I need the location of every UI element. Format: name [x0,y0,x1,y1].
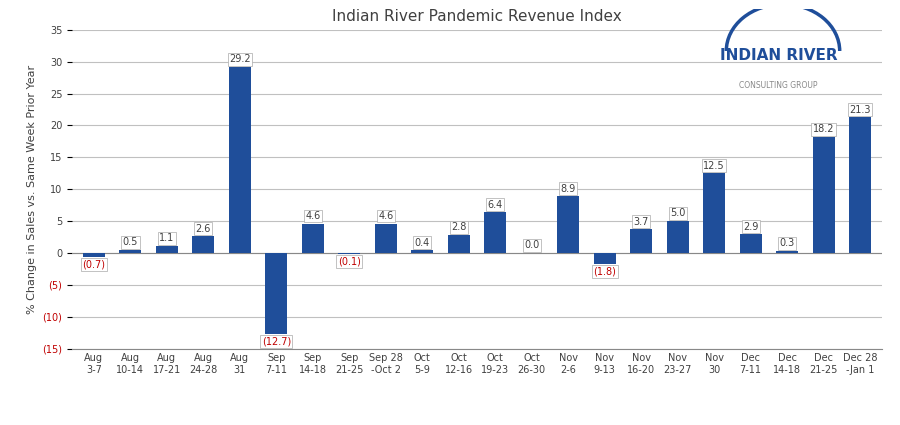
Bar [557,196,580,253]
Text: 0.4: 0.4 [415,238,430,248]
Text: 1.1: 1.1 [159,233,175,243]
Text: (1.8): (1.8) [593,267,616,277]
Bar [630,230,652,253]
Text: (12.7): (12.7) [262,337,291,346]
Text: CONSULTING GROUP: CONSULTING GROUP [739,80,818,90]
Text: 0.0: 0.0 [524,240,539,250]
Bar [302,224,324,253]
Bar [266,253,287,334]
Bar [374,224,397,253]
Bar [448,235,470,253]
Text: 5.0: 5.0 [670,208,686,218]
Text: 0.3: 0.3 [779,238,795,248]
Text: INDIAN RIVER: INDIAN RIVER [720,48,837,63]
Bar [850,117,871,253]
Bar [776,251,798,253]
Text: 4.6: 4.6 [378,211,393,221]
Bar [667,221,688,253]
Text: 21.3: 21.3 [850,105,871,115]
Text: 0.5: 0.5 [122,237,138,247]
Bar [703,173,725,253]
Text: 4.6: 4.6 [305,211,320,221]
Text: 6.4: 6.4 [488,199,503,210]
Text: (0.1): (0.1) [338,256,361,266]
Bar [594,253,616,264]
Text: 12.5: 12.5 [703,161,725,171]
Bar [411,250,433,253]
Text: (0.7): (0.7) [83,260,105,270]
Bar [193,236,214,253]
Y-axis label: % Change in Sales vs. Same Week Prior Year: % Change in Sales vs. Same Week Prior Ye… [27,65,37,314]
Text: 3.7: 3.7 [634,217,649,227]
Text: 2.8: 2.8 [451,222,466,232]
Bar [813,137,834,253]
Bar [120,250,141,253]
Text: 18.2: 18.2 [813,124,834,134]
Bar [484,212,506,253]
Bar [229,67,251,253]
Bar [740,235,761,253]
Text: 29.2: 29.2 [229,54,251,64]
Bar [83,253,104,258]
Text: 2.9: 2.9 [743,222,759,232]
Text: 2.6: 2.6 [195,224,211,234]
Title: Indian River Pandemic Revenue Index: Indian River Pandemic Revenue Index [332,9,622,24]
Text: 8.9: 8.9 [561,184,576,194]
Bar [156,246,178,253]
